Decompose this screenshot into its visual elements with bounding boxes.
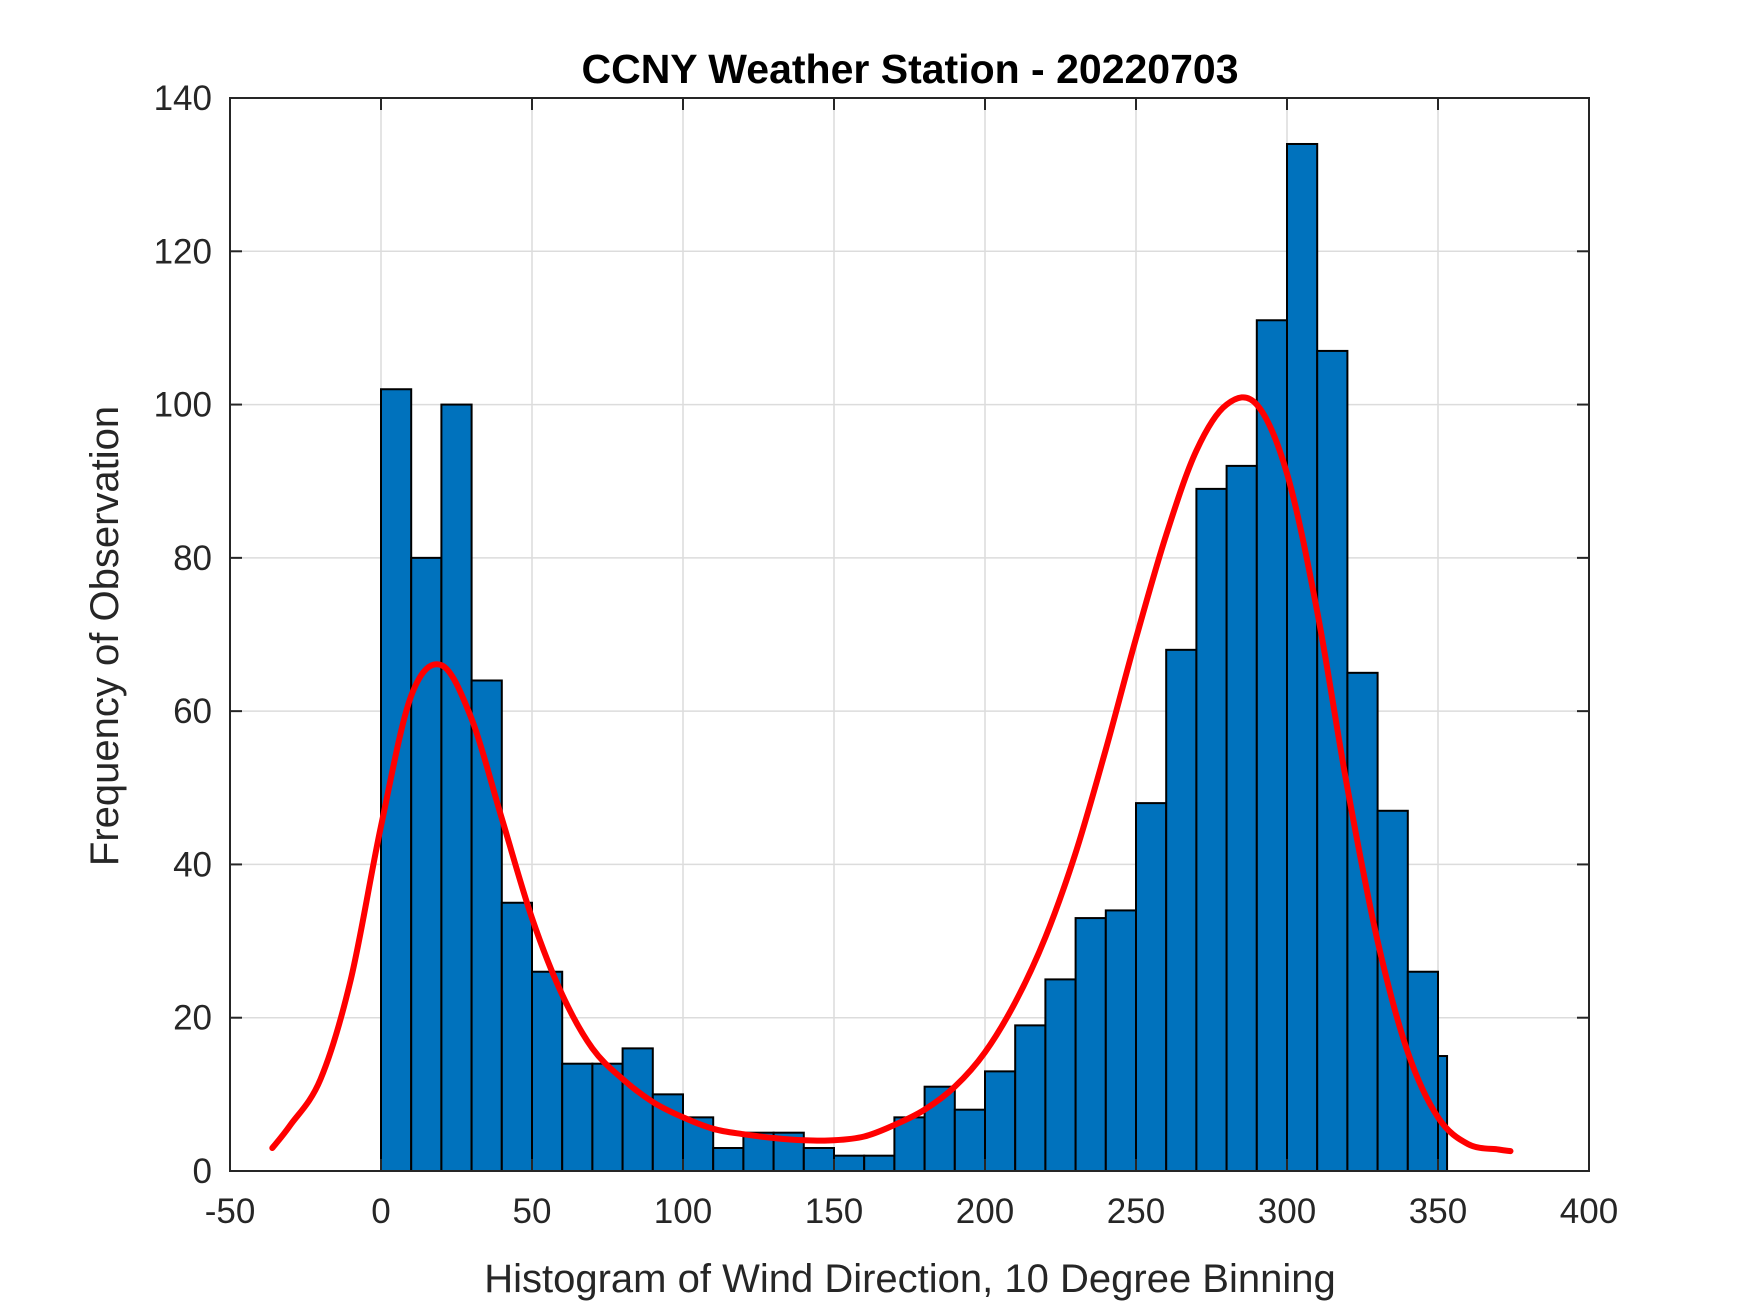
x-tick-label: 50: [513, 1192, 552, 1231]
histogram-bar: [470, 679, 503, 1172]
histogram-bar: [500, 901, 533, 1172]
y-tick-label: 140: [154, 79, 212, 118]
axes-box: [229, 97, 1590, 1172]
x-tick-label: 100: [654, 1192, 712, 1231]
x-tick-label: 250: [1107, 1192, 1165, 1231]
histogram-bar: [1437, 1055, 1449, 1173]
y-tick-label: 120: [154, 232, 212, 271]
histogram-bar: [591, 1062, 624, 1172]
histogram-bar: [1225, 464, 1258, 1172]
x-tick-label: 300: [1258, 1192, 1316, 1231]
histogram-bar: [621, 1047, 654, 1173]
y-axis-label: Frequency of Observation: [83, 406, 127, 866]
y-tick-label: 0: [193, 1152, 212, 1191]
x-tick-label: 200: [956, 1192, 1014, 1231]
histogram-bar: [380, 388, 413, 1172]
histogram-bar: [893, 1116, 926, 1172]
histogram-bar: [953, 1108, 986, 1172]
x-tick-label: -50: [205, 1192, 256, 1231]
histogram-bar: [440, 403, 473, 1173]
histogram-bar: [802, 1147, 835, 1173]
y-tick-label: 20: [173, 999, 212, 1038]
fit-curve-layer: [269, 394, 1514, 1155]
x-tick-label: 0: [371, 1192, 390, 1231]
axis-ticks: -50 0 50 100 150 200 250 300 350 4000204060801001…: [154, 79, 1619, 1231]
histogram-bar: [410, 556, 443, 1172]
x-tick-label: 400: [1560, 1192, 1618, 1231]
x-tick-label: 350: [1409, 1192, 1467, 1231]
x-axis-label: Histogram of Wind Direction, 10 Degree B…: [484, 1257, 1336, 1301]
histogram-bar: [561, 1062, 594, 1172]
histogram-bar: [1044, 978, 1077, 1173]
histogram-bar: [1286, 142, 1319, 1172]
histogram-bar: [984, 1070, 1017, 1172]
histogram-bar: [712, 1147, 745, 1173]
histogram-bar: [1104, 909, 1138, 1173]
histogram-bar: [1074, 917, 1107, 1172]
fit-curve: [269, 394, 1514, 1155]
y-tick-label: 100: [154, 386, 212, 425]
axes-frame: [229, 97, 1590, 1172]
x-tick-label: 150: [805, 1192, 863, 1231]
y-tick-label: 80: [173, 539, 212, 578]
histogram-bar: [1165, 648, 1198, 1172]
histogram-bar: [1135, 802, 1168, 1172]
y-tick-label: 40: [173, 845, 212, 884]
histogram-bar: [863, 1154, 896, 1172]
histogram-bar: [1255, 319, 1289, 1172]
y-tick-label: 60: [173, 692, 212, 731]
chart-title: CCNY Weather Station - 20220703: [581, 46, 1238, 92]
histogram-bar: [531, 970, 564, 1172]
histogram-bar: [1014, 1024, 1047, 1172]
histogram-bar: [833, 1154, 866, 1172]
histogram-bars: [380, 142, 1449, 1173]
histogram-bar: [1195, 487, 1228, 1172]
